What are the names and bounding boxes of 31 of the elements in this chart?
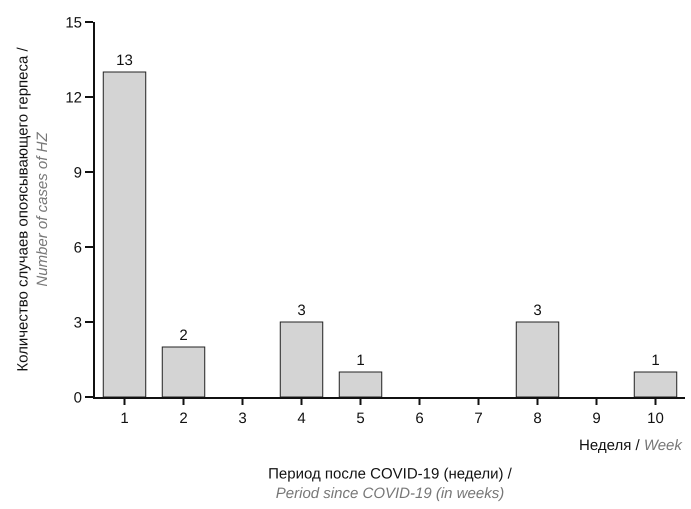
x-tick-label: 10 bbox=[647, 410, 664, 427]
x-tick-label: 2 bbox=[179, 410, 188, 427]
y-tick-label: 15 bbox=[65, 14, 82, 32]
y-tick-label: 9 bbox=[74, 164, 82, 182]
bar bbox=[338, 372, 382, 397]
y-tick-label: 0 bbox=[74, 389, 82, 406]
data-label: 1 bbox=[651, 352, 660, 369]
bar bbox=[162, 346, 206, 397]
data-label: 13 bbox=[116, 52, 133, 69]
data-label: 3 bbox=[533, 302, 542, 319]
data-label: 2 bbox=[179, 327, 188, 344]
bar bbox=[516, 322, 560, 397]
y-tick-label: 3 bbox=[74, 314, 82, 332]
x-tick-label: 9 bbox=[592, 410, 601, 427]
y-axis-title: Количество случаев опоясывающего герпеса / Number of cases of HZ bbox=[14, 46, 52, 372]
bar bbox=[634, 372, 678, 397]
x-tick-label: 3 bbox=[238, 410, 247, 427]
y-tick-label: 12 bbox=[65, 89, 82, 106]
data-label: 3 bbox=[297, 302, 306, 319]
bar bbox=[280, 322, 324, 397]
x-tick-label: 1 bbox=[120, 410, 129, 427]
x-tick-label: 8 bbox=[533, 410, 542, 427]
bar bbox=[102, 72, 146, 397]
x-tick-label: 6 bbox=[415, 410, 424, 427]
text: Неделя / Week bbox=[579, 437, 684, 454]
x-axis-title: Период после COVID-19 (недели) / Period since COVID-19 (in weeks) bbox=[268, 466, 513, 502]
x-tick-label: 7 bbox=[474, 410, 483, 427]
y-tick-label: 6 bbox=[74, 239, 82, 256]
data-label: 1 bbox=[356, 352, 365, 369]
x-tick-label: 5 bbox=[356, 410, 365, 427]
x-tick-label: 4 bbox=[297, 410, 306, 427]
